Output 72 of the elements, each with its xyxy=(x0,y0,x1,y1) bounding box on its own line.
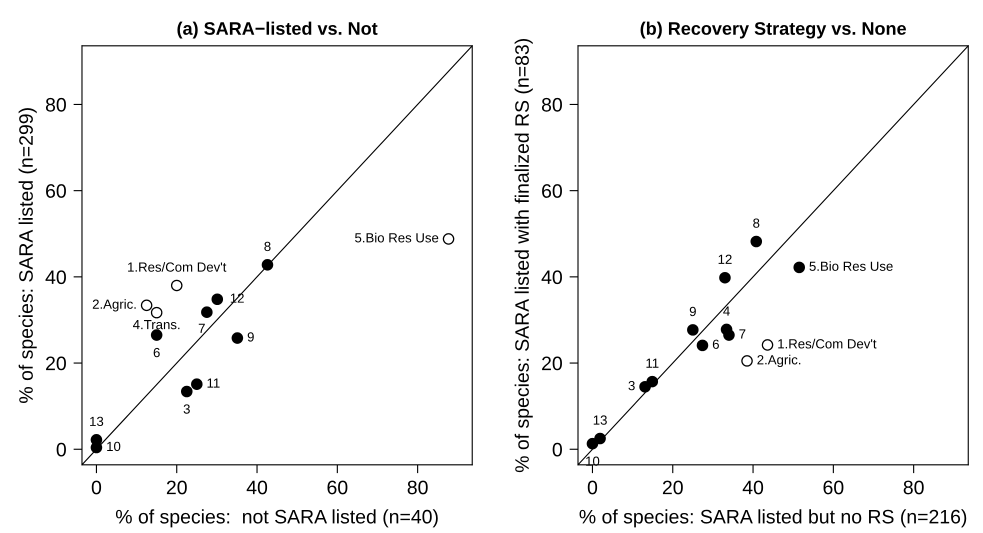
annotation: 11 xyxy=(208,378,220,388)
annotation: 12 xyxy=(718,254,732,264)
annotation: 6 xyxy=(154,348,160,358)
annotation: 3 xyxy=(628,380,635,390)
chart-title: (a) SARA−listed vs. Not xyxy=(177,22,378,38)
y-tick-label: 0 xyxy=(552,442,562,456)
point xyxy=(719,272,731,284)
point xyxy=(262,259,274,271)
annotation: 2.Agric. xyxy=(92,299,136,312)
point xyxy=(687,324,699,336)
y-tick-label: 60 xyxy=(542,184,562,198)
annotation: 4.Trans. xyxy=(133,320,180,330)
y-tick-label: 0 xyxy=(56,442,66,456)
point xyxy=(170,280,183,292)
point xyxy=(191,378,203,390)
x-tick-label: 80 xyxy=(408,480,428,494)
x-axis-title: % of species: SARA listed but no RS (n=216) xyxy=(580,509,966,528)
point xyxy=(232,332,244,344)
annotation: 6 xyxy=(712,340,719,349)
y-tick-label: 80 xyxy=(46,98,66,112)
point xyxy=(201,306,213,318)
annotation: 13 xyxy=(594,415,607,425)
y-tick-label: 40 xyxy=(542,270,562,284)
y-tick-label: 20 xyxy=(46,356,66,370)
point xyxy=(150,306,162,318)
point xyxy=(180,386,193,398)
y-axis-title: % of species: SARA listed (n=299) xyxy=(18,108,37,403)
annotation: 7 xyxy=(198,324,205,333)
y-axis-title: % of species: SARA listed with finalized RS (n=83) xyxy=(514,39,533,472)
x-tick-label: 40 xyxy=(246,480,268,494)
annotation: 11 xyxy=(646,358,658,368)
x-tick-label: 20 xyxy=(662,480,683,494)
annotation: 9 xyxy=(248,332,254,342)
point xyxy=(140,300,152,312)
y-tick-label: 80 xyxy=(542,98,562,112)
point xyxy=(696,340,708,352)
annotation: 4 xyxy=(723,306,730,316)
point xyxy=(762,339,774,351)
x-tick-label: 40 xyxy=(742,480,764,494)
point xyxy=(639,380,651,393)
point xyxy=(594,432,606,444)
x-tick-label: 20 xyxy=(166,480,187,494)
x-axis-title: % of species: not SARA listed (n=40) xyxy=(116,509,438,528)
point xyxy=(442,233,454,245)
annotation: 2.Agric. xyxy=(757,354,800,368)
y-tick-label: 60 xyxy=(46,184,66,198)
point xyxy=(150,329,162,341)
annotation: 9 xyxy=(690,306,696,316)
annotation: 3 xyxy=(184,404,190,414)
x-tick-label: 80 xyxy=(904,480,924,494)
y-tick-label: 20 xyxy=(542,356,562,370)
point xyxy=(741,355,753,367)
annotation: 5.Bio Res Use xyxy=(809,261,893,271)
annotation: 5.Bio Res Use xyxy=(355,232,438,242)
y-tick-label: 40 xyxy=(46,270,66,284)
annotation: 1.Res/Com Dev't xyxy=(128,262,226,272)
point xyxy=(723,329,735,341)
annotation: 8 xyxy=(264,242,271,252)
x-tick-label: 60 xyxy=(328,480,348,494)
point xyxy=(750,236,762,248)
point xyxy=(212,293,224,306)
annotation: 7 xyxy=(739,329,746,338)
point xyxy=(793,262,805,274)
annotation: 1.Res/Com Dev't xyxy=(778,338,876,348)
annotation: 10 xyxy=(107,442,120,452)
point xyxy=(586,438,598,450)
x-tick-label: 60 xyxy=(824,480,844,494)
x-tick-label: 0 xyxy=(588,480,598,494)
annotation: 13 xyxy=(90,416,104,426)
annotation: 8 xyxy=(753,218,760,228)
chart-title: (b) Recovery Strategy vs. None xyxy=(640,22,906,39)
x-tick-label: 0 xyxy=(92,480,102,494)
